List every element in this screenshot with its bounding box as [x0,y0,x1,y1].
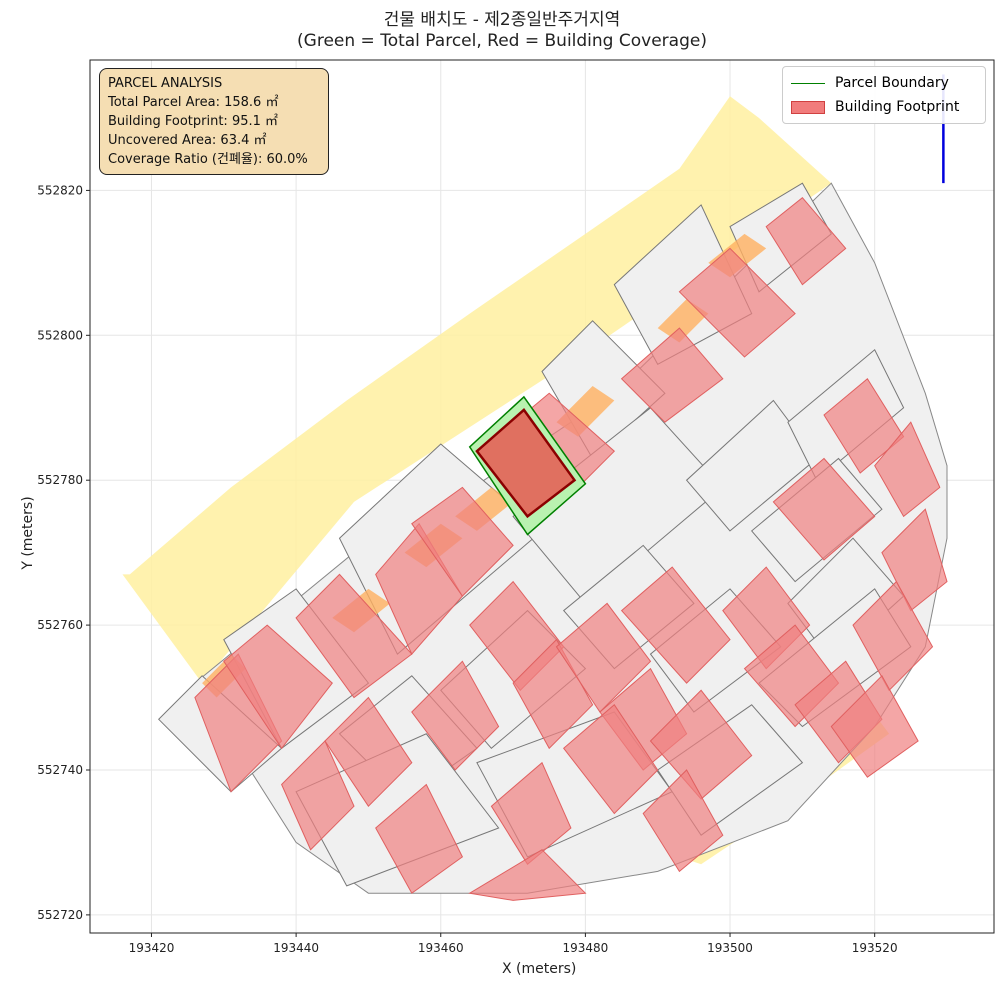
chart-title-line-1: 건물 배치도 - 제2종일반주거지역 [383,10,621,30]
legend-label-parcel: Parcel Boundary [835,75,949,91]
building-footprint-30 [852,580,934,692]
chart-title-line-2: (Green = Total Parcel, Red = Building Co… [297,31,707,51]
y-tick-label-4: 552800 [37,328,83,342]
building-footprint-9 [620,566,731,684]
building-footprint-19 [555,602,652,713]
building-footprint-8 [765,197,847,286]
parcel-block-7 [685,399,818,532]
y-tick-label-5: 552820 [37,183,83,197]
x-tick-label-4: 193500 [707,941,753,955]
building-footprint-24 [281,740,355,851]
info-heading: PARCEL ANALYSIS [108,76,223,91]
legend-item-building: Building Footprint [791,95,977,119]
y-axis-label: Y (meters) [20,496,36,570]
y-tick-label-1: 552740 [37,763,83,777]
road-zone [122,96,832,684]
building-footprint-1 [223,624,333,750]
orange-strip-5 [657,299,709,343]
building-footprint-15 [324,696,413,807]
parcel-analysis-box: PARCEL ANALYSIS Total Parcel Area: 158.6… [99,68,329,175]
x-axis-label: X (meters) [502,961,577,977]
legend-item-parcel: Parcel Boundary [791,71,977,95]
info-footprint: Building Footprint: 95.1 ㎡ [108,114,279,129]
building-footprint-13 [874,421,941,518]
building-footprint-16 [411,660,500,771]
plot-frame [89,59,995,934]
building-footprint-11 [772,457,876,561]
y-tick-label-2: 552760 [37,618,83,632]
building-footprint-25 [375,783,464,894]
building-footprint-6 [620,327,724,423]
building-footprint-7 [678,247,796,358]
building-footprint-26 [490,761,572,865]
y-tick-label-3: 552780 [37,473,83,487]
x-tick-label-2: 193460 [418,941,464,955]
building-footprint-27 [563,704,659,815]
y-tick-label-0: 552720 [37,908,83,922]
x-tick-label-3: 193480 [562,941,608,955]
x-tick-label-0: 193420 [129,941,175,955]
building-footprint-29 [468,849,587,901]
legend: Parcel Boundary Building Footprint [782,66,986,124]
x-tick-label-5: 193520 [852,941,898,955]
info-uncovered: Uncovered Area: 63.4 ㎡ [108,133,267,148]
legend-patch-swatch [791,100,825,114]
legend-label-building: Building Footprint [835,99,960,115]
building-footprint-31 [830,674,919,778]
info-coverage-ratio: Coverage Ratio (건폐율): 60.0% [108,152,308,167]
target-building [475,408,577,519]
building-footprint-4 [411,486,514,597]
legend-line-swatch [791,82,825,84]
info-total-area: Total Parcel Area: 158.6 ㎡ [108,95,279,110]
building-footprint-28 [642,769,724,873]
x-tick-label-1: 193440 [273,941,319,955]
building-footprint-18 [512,638,594,750]
